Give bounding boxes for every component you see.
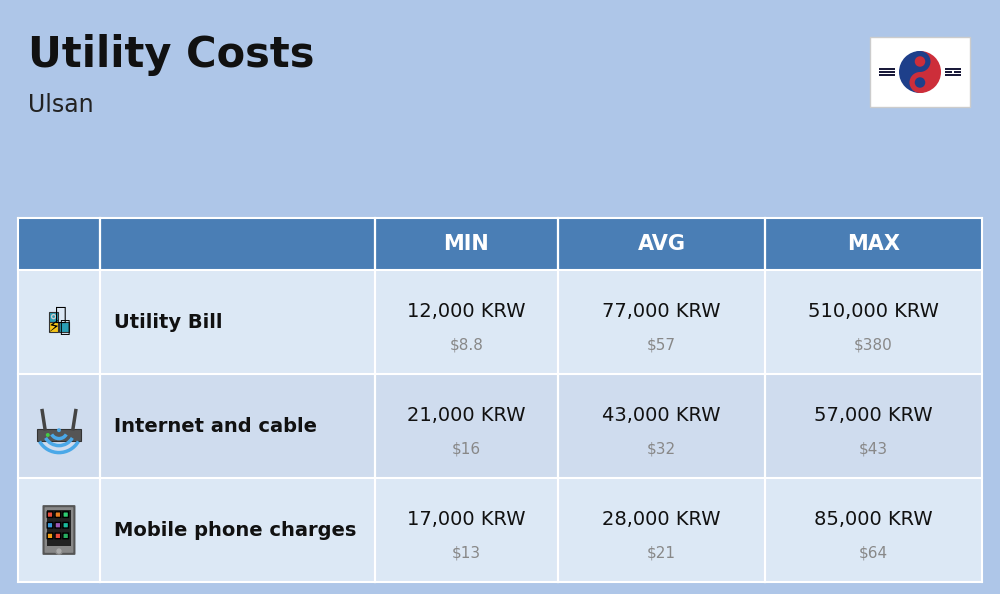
FancyBboxPatch shape: [47, 512, 53, 517]
Text: 17,000 KRW: 17,000 KRW: [407, 510, 526, 529]
Text: $16: $16: [452, 441, 481, 456]
Text: ⚡: ⚡: [47, 318, 60, 336]
Text: 77,000 KRW: 77,000 KRW: [602, 302, 721, 321]
Bar: [879, 71, 895, 73]
Text: $43: $43: [859, 441, 888, 456]
Bar: [18, 374, 982, 478]
FancyBboxPatch shape: [55, 522, 61, 528]
FancyBboxPatch shape: [44, 506, 74, 554]
Bar: [879, 68, 895, 70]
Bar: [945, 71, 952, 73]
Circle shape: [910, 51, 930, 72]
Text: 28,000 KRW: 28,000 KRW: [602, 510, 721, 529]
FancyBboxPatch shape: [63, 522, 69, 528]
Circle shape: [915, 56, 925, 67]
Text: $64: $64: [859, 545, 888, 560]
Text: 85,000 KRW: 85,000 KRW: [814, 510, 933, 529]
Bar: [945, 74, 961, 75]
FancyBboxPatch shape: [47, 522, 53, 528]
Text: $21: $21: [647, 545, 676, 560]
Circle shape: [910, 72, 930, 93]
FancyBboxPatch shape: [55, 512, 61, 517]
Circle shape: [51, 314, 56, 320]
Text: 57,000 KRW: 57,000 KRW: [814, 406, 933, 425]
Bar: [879, 74, 895, 75]
Bar: [18, 478, 982, 582]
Bar: [47, 510, 71, 546]
Text: $8.8: $8.8: [449, 337, 483, 352]
FancyBboxPatch shape: [47, 533, 53, 539]
Circle shape: [915, 77, 925, 88]
Circle shape: [57, 428, 61, 432]
Wedge shape: [899, 51, 920, 93]
Text: MAX: MAX: [847, 234, 900, 254]
Bar: [18, 270, 982, 374]
Text: 510,000 KRW: 510,000 KRW: [808, 302, 939, 321]
Bar: [870, 37, 970, 107]
Text: 43,000 KRW: 43,000 KRW: [602, 406, 721, 425]
Text: Ulsan: Ulsan: [28, 93, 94, 117]
Text: MIN: MIN: [443, 234, 489, 254]
Text: Mobile phone charges: Mobile phone charges: [114, 520, 356, 539]
Text: Internet and cable: Internet and cable: [114, 416, 317, 435]
Text: Utility Costs: Utility Costs: [28, 34, 314, 76]
FancyBboxPatch shape: [55, 533, 61, 539]
Circle shape: [56, 548, 62, 554]
Text: 21,000 KRW: 21,000 KRW: [407, 406, 526, 425]
Wedge shape: [920, 51, 941, 93]
Text: 🔧: 🔧: [55, 305, 66, 324]
Bar: [945, 68, 961, 70]
Circle shape: [52, 315, 55, 318]
Text: 12,000 KRW: 12,000 KRW: [407, 302, 526, 321]
Bar: [49, 312, 58, 321]
Text: AVG: AVG: [637, 234, 685, 254]
Bar: [18, 218, 982, 270]
Bar: [954, 71, 961, 73]
Text: $380: $380: [854, 337, 893, 352]
Text: $32: $32: [647, 441, 676, 456]
FancyBboxPatch shape: [63, 512, 69, 517]
Text: $57: $57: [647, 337, 676, 352]
Text: $13: $13: [452, 545, 481, 560]
Bar: [49, 323, 58, 332]
Circle shape: [46, 433, 50, 437]
Bar: [59, 323, 69, 332]
Bar: [37, 429, 81, 441]
FancyBboxPatch shape: [63, 533, 69, 539]
Text: 💧: 💧: [59, 318, 70, 336]
Text: Utility Bill: Utility Bill: [114, 312, 222, 331]
